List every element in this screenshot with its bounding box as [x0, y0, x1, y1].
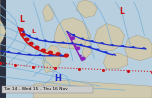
Circle shape	[56, 53, 60, 55]
Polygon shape	[73, 44, 77, 48]
Polygon shape	[21, 30, 25, 34]
Polygon shape	[58, 54, 64, 56]
Polygon shape	[55, 18, 91, 49]
Circle shape	[19, 29, 23, 31]
Circle shape	[21, 33, 25, 36]
Polygon shape	[16, 52, 22, 54]
Polygon shape	[5, 51, 12, 53]
Polygon shape	[26, 53, 33, 56]
Text: Tue 14 - Wed 15 - Thu 16 Nov: Tue 14 - Wed 15 - Thu 16 Nov	[3, 87, 68, 91]
Polygon shape	[102, 51, 108, 54]
Polygon shape	[99, 42, 105, 44]
Circle shape	[29, 42, 33, 45]
Text: H: H	[54, 74, 61, 83]
Polygon shape	[76, 0, 97, 18]
Polygon shape	[130, 46, 136, 48]
Polygon shape	[94, 48, 100, 51]
Polygon shape	[103, 53, 128, 69]
Polygon shape	[69, 42, 75, 44]
Polygon shape	[42, 39, 48, 42]
Polygon shape	[79, 54, 82, 58]
Polygon shape	[26, 35, 31, 38]
Polygon shape	[140, 47, 147, 49]
Circle shape	[48, 51, 52, 54]
FancyBboxPatch shape	[2, 86, 93, 93]
Polygon shape	[71, 34, 75, 37]
Polygon shape	[33, 80, 152, 98]
Circle shape	[71, 37, 74, 39]
Circle shape	[35, 46, 39, 49]
Polygon shape	[125, 35, 152, 61]
Polygon shape	[68, 33, 72, 38]
Polygon shape	[78, 44, 84, 46]
Circle shape	[41, 49, 45, 52]
Polygon shape	[43, 45, 61, 73]
Circle shape	[81, 57, 85, 60]
Polygon shape	[109, 44, 115, 46]
Polygon shape	[119, 45, 126, 47]
Polygon shape	[43, 4, 55, 22]
Polygon shape	[50, 41, 57, 43]
Circle shape	[25, 38, 29, 41]
FancyBboxPatch shape	[0, 0, 6, 98]
Text: L: L	[19, 15, 24, 24]
Polygon shape	[86, 46, 92, 48]
Polygon shape	[47, 54, 54, 56]
Polygon shape	[36, 54, 43, 56]
Text: L: L	[31, 29, 35, 34]
Circle shape	[76, 47, 80, 50]
Polygon shape	[94, 24, 125, 51]
Polygon shape	[59, 41, 66, 43]
Polygon shape	[0, 0, 6, 59]
Polygon shape	[33, 38, 39, 40]
Polygon shape	[89, 40, 95, 42]
Polygon shape	[111, 54, 117, 56]
Polygon shape	[79, 38, 85, 40]
Text: L: L	[119, 7, 124, 16]
Circle shape	[64, 54, 68, 57]
Polygon shape	[82, 37, 91, 59]
